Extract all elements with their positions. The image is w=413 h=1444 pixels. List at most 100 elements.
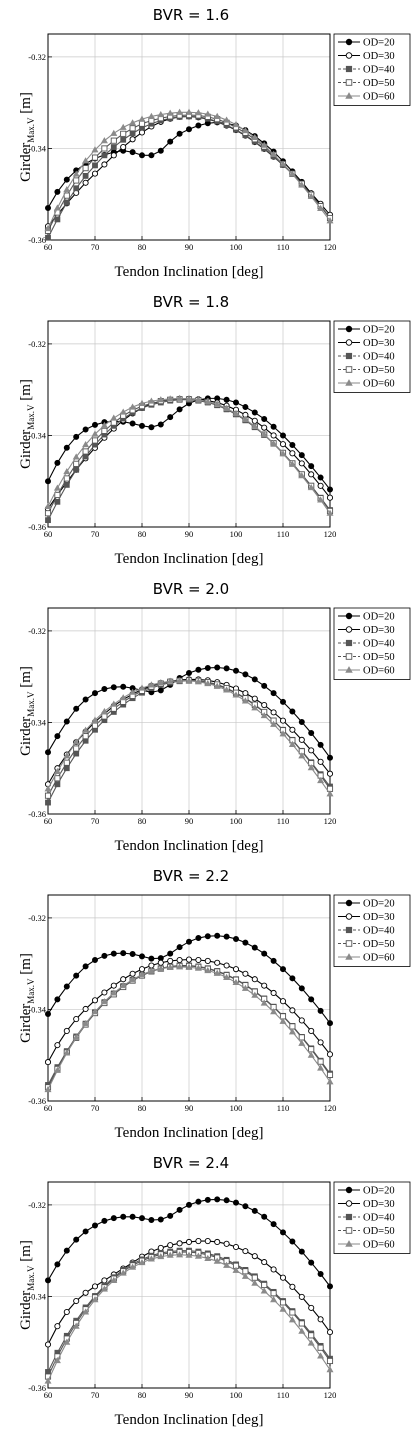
marker-filled-square — [345, 1213, 353, 1221]
marker-filled-square — [129, 130, 136, 137]
marker-filled-circle — [92, 421, 99, 428]
marker-filled-circle — [63, 444, 70, 451]
marker-filled-triangle — [157, 396, 165, 403]
y-axis-label-subscript: Max.V — [26, 404, 36, 430]
x-tick-label: 70 — [91, 1103, 100, 1113]
marker-filled-triangle — [345, 379, 353, 386]
legend-label: OD=20 — [363, 612, 395, 623]
marker-filled-triangle — [157, 1253, 165, 1260]
marker-filled-triangle — [279, 730, 287, 737]
marker-filled-triangle — [288, 1316, 296, 1323]
marker-open-square — [317, 1058, 324, 1065]
marker-open-circle — [44, 1341, 52, 1348]
marker-filled-triangle — [194, 1252, 202, 1259]
marker-filled-triangle — [326, 790, 334, 797]
marker-filled-triangle — [204, 1254, 212, 1261]
marker-filled-circle — [279, 698, 286, 705]
marker-filled-triangle — [279, 1017, 287, 1024]
x-tick-label: 90 — [185, 1103, 194, 1113]
marker-open-circle — [270, 709, 277, 716]
marker-filled-triangle — [307, 1051, 315, 1058]
marker-filled-circle — [63, 983, 70, 990]
marker-open-square — [289, 1309, 296, 1316]
marker-filled-triangle — [251, 422, 259, 429]
marker-open-circle — [308, 1304, 315, 1311]
marker-filled-triangle — [72, 738, 80, 745]
chart-title: BVR = 2.0 — [153, 580, 229, 598]
x-tick-label: 100 — [230, 529, 243, 539]
x-tick-label: 90 — [185, 529, 194, 539]
marker-filled-triangle — [204, 966, 212, 974]
marker-filled-triangle — [260, 430, 268, 438]
marker-filled-triangle — [63, 752, 71, 759]
marker-open-circle — [251, 1253, 258, 1260]
marker-open-circle — [261, 982, 268, 989]
x-tick-label: 110 — [277, 816, 289, 826]
series-od-60 — [44, 108, 334, 232]
marker-filled-triangle — [194, 678, 202, 685]
marker-open-circle — [317, 482, 324, 489]
marker-filled-circle — [138, 422, 145, 429]
marker-filled-triangle — [241, 415, 249, 422]
marker-filled-circle — [101, 952, 108, 959]
marker-filled-circle — [138, 953, 145, 960]
marker-filled-circle — [54, 996, 61, 1003]
marker-filled-triangle — [110, 989, 118, 996]
marker-filled-triangle — [166, 963, 174, 970]
marker-open-square — [308, 1332, 315, 1339]
marker-filled-circle — [129, 420, 136, 427]
marker-open-circle — [82, 1005, 89, 1013]
y-tick-label: -0.34 — [28, 1004, 46, 1014]
marker-open-circle — [157, 959, 164, 966]
y-axis-label: GirderMax.V [m] — [18, 953, 36, 1043]
legend-label: OD=30 — [363, 625, 395, 636]
marker-open-circle — [270, 989, 277, 997]
marker-open-circle — [82, 179, 89, 186]
y-tick-label: -0.36 — [28, 1096, 46, 1106]
marker-filled-triangle — [185, 1251, 193, 1258]
legend-label: OD=60 — [363, 1240, 395, 1251]
x-tick-label: 80 — [138, 1103, 147, 1113]
marker-filled-triangle — [223, 404, 231, 411]
marker-filled-triangle — [44, 1085, 52, 1093]
marker-filled-triangle — [194, 964, 202, 971]
marker-filled-circle — [204, 1196, 211, 1203]
marker-open-circle — [261, 1259, 268, 1266]
chart-panel: BVR = 2.4 60 70 80 90 100 110 120 -0.32 -0.34 -0.3… — [18, 1154, 411, 1428]
marker-open-square — [251, 1274, 258, 1281]
marker-filled-circle — [298, 718, 305, 725]
marker-open-square — [73, 745, 80, 752]
marker-filled-circle — [63, 1247, 70, 1254]
x-tick-label: 120 — [324, 816, 337, 826]
marker-filled-triangle — [82, 1020, 90, 1027]
marker-filled-triangle — [288, 170, 296, 177]
legend: OD=20 OD=30 OD=40 OD=50 OD=60 — [333, 320, 411, 393]
marker-filled-circle — [289, 442, 296, 449]
marker-open-circle — [101, 161, 108, 168]
marker-filled-triangle — [317, 1064, 325, 1071]
marker-filled-triangle — [157, 679, 165, 686]
marker-filled-triangle — [129, 403, 137, 410]
marker-filled-circle — [129, 149, 136, 156]
marker-open-circle — [63, 1027, 70, 1035]
marker-filled-triangle — [63, 468, 71, 475]
marker-filled-circle — [73, 972, 80, 979]
marker-filled-circle — [148, 955, 155, 962]
legend: OD=20 OD=30 OD=40 OD=50 OD=60 — [333, 33, 411, 106]
marker-filled-triangle — [317, 776, 325, 784]
marker-filled-triangle — [100, 998, 108, 1005]
marker-filled-square — [92, 162, 98, 169]
marker-filled-triangle — [213, 112, 221, 119]
marker-filled-triangle — [72, 170, 80, 177]
marker-filled-triangle — [223, 1261, 231, 1268]
marker-open-square — [82, 733, 89, 740]
marker-filled-circle — [261, 950, 268, 957]
marker-filled-triangle — [129, 688, 137, 695]
legend-label: OD=40 — [363, 1213, 395, 1224]
marker-open-circle — [308, 747, 315, 754]
marker-open-circle — [279, 717, 287, 724]
marker-open-circle — [195, 1238, 202, 1245]
marker-open-circle — [242, 690, 249, 697]
series-od-60 — [44, 963, 334, 1093]
